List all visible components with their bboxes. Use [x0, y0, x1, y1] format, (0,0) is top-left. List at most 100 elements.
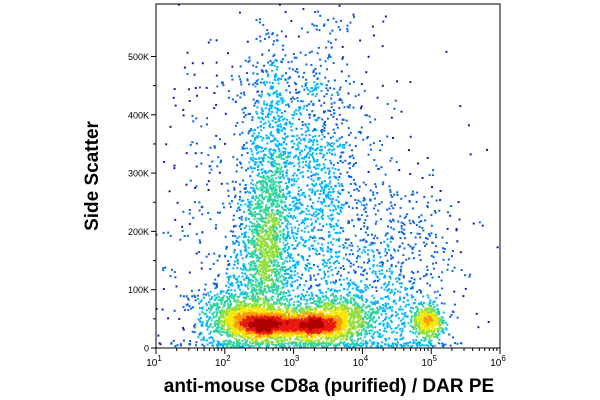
- event-dot: [266, 92, 269, 95]
- event-dot: [249, 280, 252, 283]
- event-dot: [415, 319, 418, 321]
- event-dot: [244, 247, 247, 249]
- event-dot: [285, 236, 288, 238]
- event-dot: [238, 311, 241, 314]
- event-dot: [263, 277, 266, 279]
- event-dot: [265, 291, 268, 294]
- event-dot: [405, 292, 408, 295]
- event-dot: [415, 328, 418, 331]
- event-dot: [346, 63, 349, 66]
- event-dot: [249, 148, 252, 151]
- event-dot: [398, 169, 401, 172]
- event-dot: [216, 285, 218, 287]
- event-dot: [276, 109, 279, 112]
- event-dot: [432, 262, 434, 265]
- event-dot: [221, 313, 224, 315]
- event-dot: [426, 205, 429, 207]
- event-dot: [432, 303, 435, 306]
- event-dot: [324, 146, 327, 149]
- event-dot: [396, 341, 399, 344]
- event-dot: [432, 169, 435, 172]
- event-dot: [185, 152, 188, 155]
- event-dot: [271, 82, 274, 84]
- event-dot: [411, 207, 414, 210]
- event-dot: [289, 162, 292, 165]
- event-dot: [334, 232, 337, 234]
- event-dot: [423, 332, 426, 335]
- event-dot: [390, 315, 393, 318]
- event-dot: [307, 307, 310, 310]
- event-dot: [380, 201, 383, 204]
- event-dot: [251, 222, 254, 225]
- event-dot: [186, 303, 189, 306]
- event-dot: [286, 242, 289, 245]
- event-dot: [194, 201, 196, 204]
- event-dot: [383, 330, 386, 332]
- event-dot: [328, 330, 331, 333]
- event-dot: [318, 116, 321, 119]
- event-dot: [272, 126, 275, 129]
- event-dot: [249, 203, 252, 206]
- event-dot: [271, 290, 274, 293]
- event-dot: [285, 298, 288, 300]
- event-dot: [330, 202, 333, 205]
- event-dot: [368, 329, 371, 332]
- event-dot: [256, 126, 259, 129]
- event-dot: [348, 329, 351, 332]
- event-dot: [368, 325, 371, 328]
- event-dot: [330, 269, 333, 271]
- event-dot: [344, 242, 347, 244]
- event-dot: [266, 175, 269, 178]
- event-dot: [212, 340, 215, 343]
- event-dot: [392, 137, 394, 139]
- event-dot: [290, 60, 293, 63]
- event-dot: [284, 204, 287, 207]
- event-dot: [323, 95, 326, 98]
- event-dot: [408, 257, 411, 260]
- event-dot: [374, 204, 377, 207]
- event-dot: [314, 336, 317, 339]
- event-dot: [212, 329, 215, 332]
- event-dot: [276, 140, 279, 143]
- event-dot: [243, 144, 245, 146]
- event-dot: [254, 262, 257, 265]
- event-dot: [353, 16, 355, 19]
- event-dot: [323, 129, 326, 132]
- event-dot: [241, 131, 244, 134]
- event-dot: [401, 242, 404, 245]
- event-dot: [261, 163, 264, 166]
- event-dot: [320, 168, 323, 171]
- event-dot: [303, 222, 306, 225]
- event-dot: [276, 167, 279, 170]
- event-dot: [289, 223, 292, 225]
- event-dot: [413, 281, 415, 284]
- event-dot: [213, 330, 215, 333]
- event-dot: [312, 201, 315, 204]
- event-dot: [232, 243, 235, 245]
- event-dot: [410, 287, 412, 290]
- event-dot: [272, 193, 275, 196]
- event-dot: [449, 315, 452, 318]
- event-dot: [326, 246, 329, 249]
- event-dot: [304, 307, 307, 310]
- event-dot: [256, 233, 259, 236]
- event-dot: [309, 316, 312, 319]
- event-dot: [257, 164, 260, 167]
- event-dot: [272, 257, 275, 260]
- event-dot: [338, 99, 341, 101]
- event-dot: [367, 305, 370, 307]
- event-dot: [380, 307, 383, 310]
- event-dot: [347, 75, 350, 78]
- event-dot: [218, 254, 221, 257]
- event-dot: [207, 307, 210, 310]
- event-dot: [313, 24, 316, 27]
- event-dot: [233, 300, 236, 303]
- event-dot: [301, 157, 304, 160]
- event-dot: [232, 234, 234, 237]
- event-dot: [216, 345, 219, 348]
- event-dot: [292, 260, 295, 263]
- event-dot: [313, 274, 316, 277]
- event-dot: [265, 335, 268, 338]
- event-dot: [278, 181, 281, 183]
- event-dot: [200, 162, 203, 165]
